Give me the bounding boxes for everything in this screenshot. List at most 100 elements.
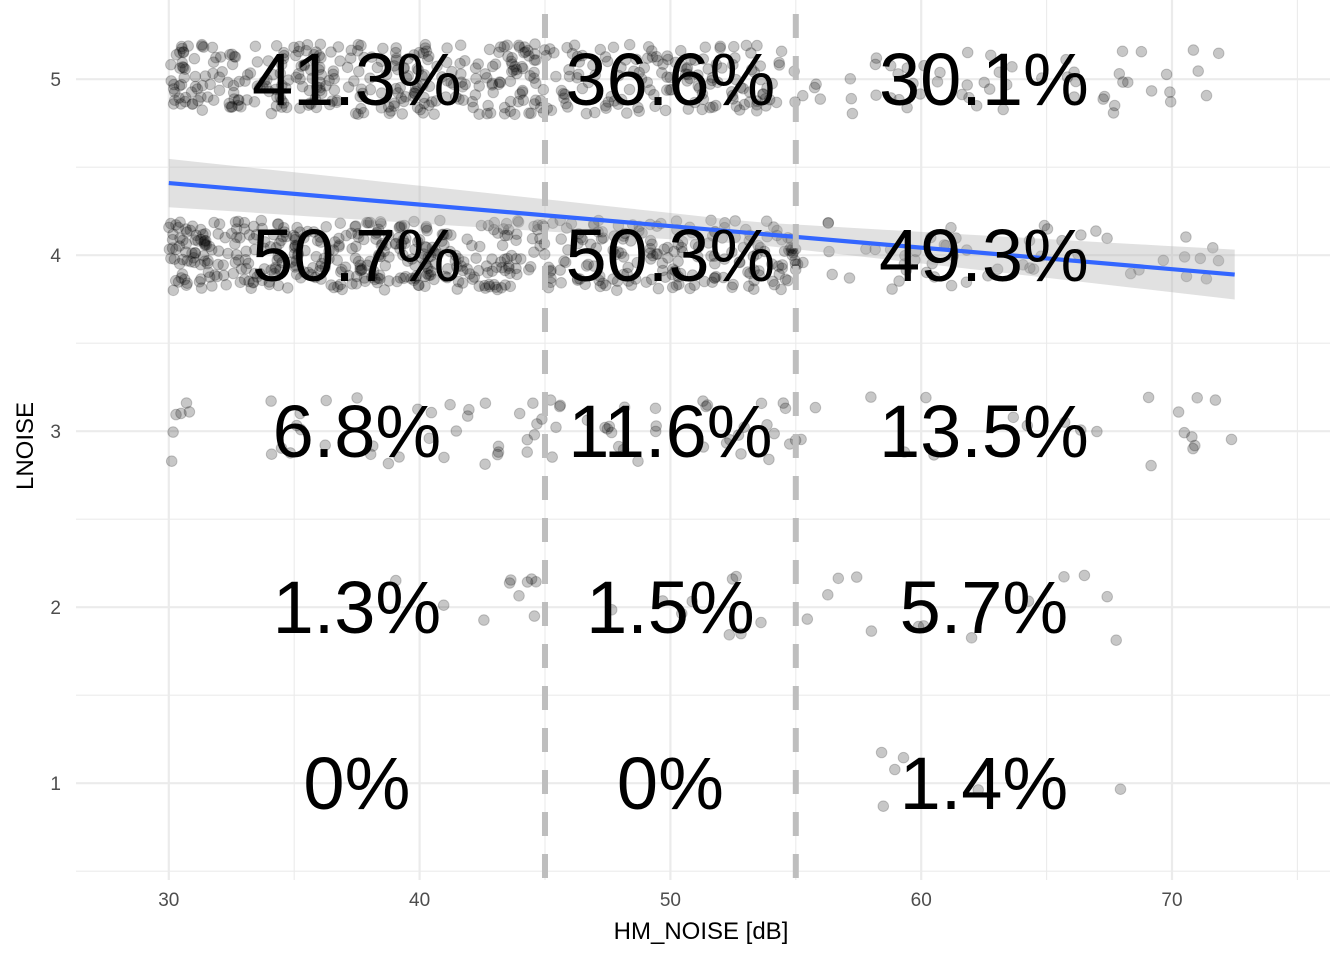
data-point [492,227,504,239]
data-point [294,102,306,114]
data-point [505,574,517,586]
data-point [169,86,181,98]
data-point [214,51,227,63]
data-point [822,589,834,601]
data-point [590,242,603,254]
data-point [501,39,514,52]
data-point [665,83,678,96]
data-point [814,93,827,105]
data-point [612,69,625,82]
data-point [716,62,728,74]
data-point [489,58,502,70]
data-point [229,51,242,63]
data-point [587,59,599,71]
y-tick-label: 1 [50,774,61,795]
data-point [456,81,469,93]
data-point [777,397,790,409]
data-point [1178,426,1191,439]
data-point [612,246,625,258]
data-point [648,88,660,101]
data-point [754,60,767,72]
data-point [412,80,424,92]
data-point [165,217,177,230]
data-point [165,58,177,71]
data-point [1160,68,1173,81]
data-point [498,253,511,266]
data-point [752,239,764,252]
data-point [744,267,756,280]
data-point [315,273,327,285]
data-point [601,423,614,435]
data-point [761,82,773,94]
data-point [480,260,493,272]
data-point [630,53,643,66]
data-point [779,402,792,415]
data-point [1007,411,1020,424]
data-point [354,259,367,272]
data-point [619,227,631,240]
data-point [1022,595,1035,608]
data-point [718,253,731,265]
data-point [354,90,367,103]
data-point [965,632,978,644]
data-point [304,97,316,109]
data-point [174,46,186,59]
data-point [709,257,721,270]
data-point [318,252,331,265]
data-point [437,228,450,241]
data-point [869,58,882,71]
data-point [383,107,396,120]
data-point [486,265,499,278]
data-point [760,100,772,112]
data-point [233,94,245,106]
data-point [1075,424,1087,436]
data-point [170,408,182,421]
data-point [748,264,760,276]
data-point [751,248,763,260]
data-point [458,256,470,268]
data-point [525,107,537,120]
data-point [612,98,624,110]
data-point [274,67,287,80]
data-point [350,278,363,290]
data-point [200,235,212,247]
data-point [409,243,421,256]
data-point [673,278,685,291]
data-point [697,441,710,453]
data-point [745,47,757,59]
data-point [334,55,346,67]
data-point [315,69,328,81]
data-point [421,268,433,280]
data-point [408,215,420,228]
data-point [475,219,488,232]
data-point [314,81,326,94]
data-point [178,273,191,286]
data-point [602,96,615,108]
data-point [499,264,511,277]
data-point [170,219,182,231]
data-point [319,261,331,274]
data-point [584,238,597,251]
data-point [909,254,921,266]
data-point [491,283,504,296]
data-point [950,232,962,244]
percentage-label: 30.1% [879,38,1089,121]
data-point [323,252,335,265]
data-point [169,274,182,287]
data-point [300,44,312,57]
data-point [1157,254,1170,267]
data-point [373,249,385,261]
data-point [373,269,386,282]
data-point [179,91,192,104]
data-point [295,272,307,284]
data-point [440,56,453,69]
data-point [609,248,622,261]
data-point [483,280,496,293]
data-point [897,751,910,764]
data-point [528,429,541,441]
data-point [528,246,540,258]
data-point [808,81,821,94]
data-point [496,261,508,274]
data-point [230,231,243,244]
data-point [247,276,259,289]
